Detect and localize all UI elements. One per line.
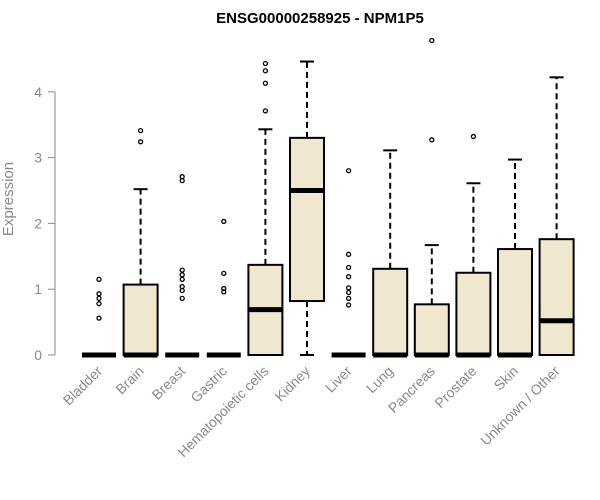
y-axis: 0 1 2 3 4: [34, 84, 56, 363]
box-group: [82, 276, 116, 358]
x-tick-label: Liver: [322, 363, 355, 396]
y-tick-label: 3: [34, 150, 42, 166]
outlier-point: [345, 285, 352, 291]
x-tick-label: Breast: [148, 363, 188, 403]
y-tick-label: 1: [34, 281, 42, 297]
outlier-point: [262, 60, 269, 67]
boxes-layer: [82, 37, 575, 358]
outlier-point: [429, 37, 435, 44]
box-group: [165, 174, 200, 358]
outlier-point: [179, 272, 185, 278]
box-group: [413, 37, 450, 358]
outlier-point: [179, 287, 185, 294]
box-iqr: [413, 303, 450, 357]
box-iqr: [122, 283, 159, 356]
x-tick-label: Unknown / Other: [477, 363, 563, 449]
x-tick-label: Kidney: [272, 363, 314, 405]
outlier-point: [345, 251, 352, 257]
outlier-point: [96, 301, 102, 307]
outlier-point: [345, 264, 352, 271]
outlier-point: [179, 177, 185, 184]
chart-title: ENSG00000258925 - NPM1P5: [216, 10, 424, 27]
outlier-point: [221, 218, 227, 225]
outlier-point: [221, 289, 227, 295]
outlier-point: [179, 276, 185, 282]
box-group: [455, 133, 492, 358]
outlier-point: [179, 295, 185, 302]
box-group: [538, 76, 575, 356]
y-tick-label: 2: [34, 215, 42, 231]
outlier-point: [96, 315, 102, 321]
y-axis-label: Expression: [0, 162, 17, 236]
outlier-point: [345, 302, 352, 308]
outlier-point: [345, 289, 352, 296]
x-tick-label: Skin: [491, 363, 522, 394]
outlier-point: [221, 285, 227, 292]
y-tick-label: 0: [34, 347, 42, 363]
x-tick-label: Bladder: [60, 363, 106, 409]
outlier-point: [262, 108, 269, 114]
box-iqr: [289, 136, 325, 303]
outlier-point: [429, 137, 435, 143]
y-tick-label: 4: [34, 84, 42, 100]
x-tick-label: Prostate: [431, 363, 479, 411]
x-tick-label: Brain: [112, 363, 146, 397]
outlier-point: [137, 139, 144, 145]
box-group: [497, 158, 533, 358]
outlier-point: [470, 133, 477, 140]
outlier-point: [96, 295, 102, 302]
box-group: [206, 218, 241, 358]
box-group: [289, 60, 325, 356]
x-tick-label: Lung: [363, 363, 396, 396]
outlier-point: [345, 274, 352, 280]
outlier-point: [262, 80, 269, 86]
outlier-point: [221, 270, 227, 277]
outlier-point: [262, 68, 269, 74]
box-group: [122, 127, 159, 358]
outlier-point: [179, 267, 185, 273]
box-iqr: [455, 271, 492, 356]
outlier-point: [345, 168, 352, 174]
box-iqr: [538, 238, 575, 356]
box-iqr: [372, 267, 409, 356]
outlier-point: [96, 291, 102, 297]
outlier-point: [96, 276, 102, 282]
outlier-point: [137, 127, 144, 134]
outlier-point: [345, 295, 352, 302]
box-group: [372, 149, 409, 358]
box-iqr: [497, 248, 533, 356]
box-group: [331, 168, 366, 358]
box-group: [247, 60, 284, 357]
